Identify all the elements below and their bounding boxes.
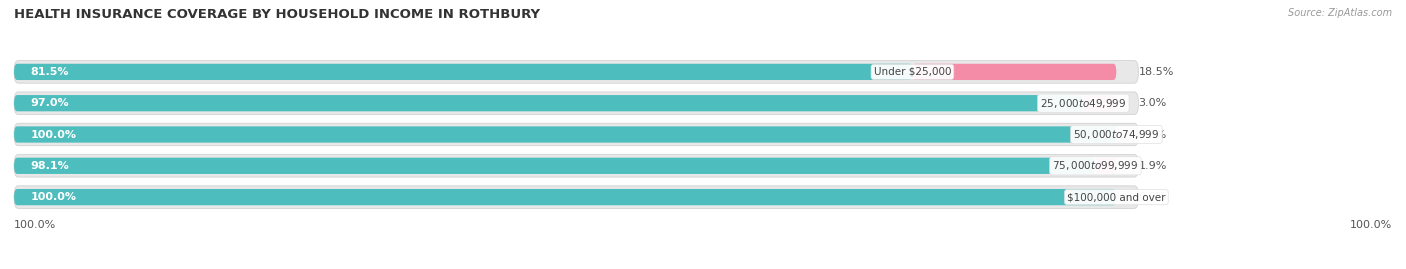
Text: 0.0%: 0.0%: [1139, 192, 1167, 202]
FancyBboxPatch shape: [912, 64, 1116, 80]
Text: Source: ZipAtlas.com: Source: ZipAtlas.com: [1288, 8, 1392, 18]
Text: 0.0%: 0.0%: [1139, 129, 1167, 140]
FancyBboxPatch shape: [1095, 158, 1116, 174]
Text: $50,000 to $74,999: $50,000 to $74,999: [1073, 128, 1160, 141]
FancyBboxPatch shape: [14, 126, 1116, 143]
Text: 100.0%: 100.0%: [14, 220, 56, 230]
FancyBboxPatch shape: [14, 61, 1139, 83]
Text: $100,000 and over: $100,000 and over: [1067, 192, 1166, 202]
Text: 100.0%: 100.0%: [1350, 220, 1392, 230]
Text: 100.0%: 100.0%: [31, 192, 76, 202]
Text: HEALTH INSURANCE COVERAGE BY HOUSEHOLD INCOME IN ROTHBURY: HEALTH INSURANCE COVERAGE BY HOUSEHOLD I…: [14, 8, 540, 21]
Text: 81.5%: 81.5%: [31, 67, 69, 77]
Text: 18.5%: 18.5%: [1139, 67, 1174, 77]
FancyBboxPatch shape: [14, 186, 1139, 208]
FancyBboxPatch shape: [14, 123, 1139, 146]
FancyBboxPatch shape: [14, 64, 912, 80]
FancyBboxPatch shape: [14, 92, 1139, 115]
Text: 98.1%: 98.1%: [31, 161, 69, 171]
Text: 100.0%: 100.0%: [31, 129, 76, 140]
Text: 1.9%: 1.9%: [1139, 161, 1167, 171]
Text: $75,000 to $99,999: $75,000 to $99,999: [1052, 159, 1139, 172]
FancyBboxPatch shape: [1083, 95, 1116, 111]
Text: Under $25,000: Under $25,000: [873, 67, 952, 77]
Text: 3.0%: 3.0%: [1139, 98, 1167, 108]
FancyBboxPatch shape: [14, 189, 1116, 205]
FancyBboxPatch shape: [14, 95, 1083, 111]
Text: 97.0%: 97.0%: [31, 98, 69, 108]
FancyBboxPatch shape: [14, 154, 1139, 177]
Text: $25,000 to $49,999: $25,000 to $49,999: [1040, 97, 1126, 110]
FancyBboxPatch shape: [14, 158, 1095, 174]
